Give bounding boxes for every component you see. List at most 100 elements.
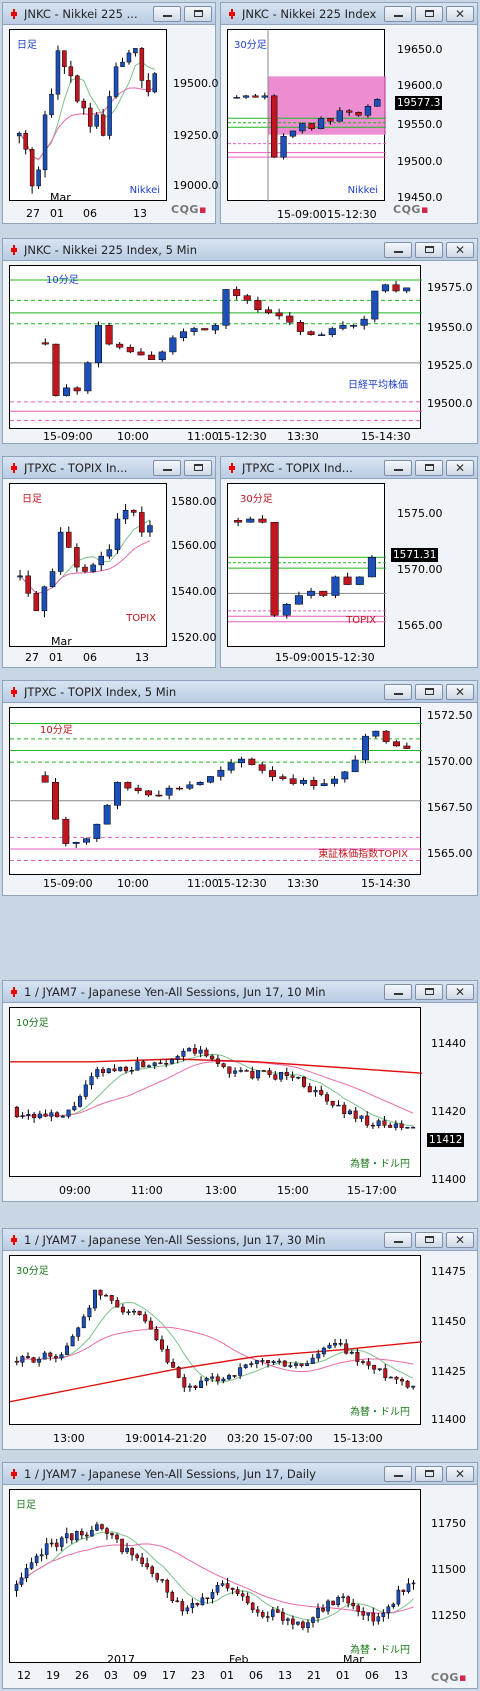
chart-plot[interactable]: 30分足 Nikkei: [227, 29, 386, 202]
symbol-label: Nikkei: [129, 185, 160, 196]
minimize-button[interactable]: [384, 1465, 412, 1482]
maximize-button[interactable]: [415, 683, 443, 700]
title-bar[interactable]: JNKC - Nikkei 225 Index ✕: [221, 3, 477, 25]
candle-up: [286, 1618, 290, 1621]
y-tick: 19500.0: [173, 77, 219, 90]
candle-down: [137, 1310, 142, 1316]
maximize-button[interactable]: [415, 5, 443, 22]
minimize-button[interactable]: [384, 5, 412, 22]
minimize-button[interactable]: [153, 5, 181, 22]
chart-plot[interactable]: 30分足 TOPIX: [227, 483, 386, 647]
chart-plot[interactable]: 日足 Nikkei: [9, 29, 167, 201]
chart-plot[interactable]: 30分足 為替・ドル円: [9, 1255, 422, 1425]
candle-down: [140, 1557, 144, 1564]
maximize-button[interactable]: [415, 983, 443, 1000]
candle-up: [381, 1612, 386, 1617]
title-bar[interactable]: 1 / JYAM7 - Japanese Yen-All Sessions, J…: [3, 1463, 477, 1485]
title-bar[interactable]: JNKC - Nikkei 225 ...: [3, 3, 215, 25]
candle-down: [14, 1360, 19, 1363]
candle-down: [123, 1066, 129, 1072]
close-button[interactable]: ✕: [446, 5, 474, 22]
title-bar[interactable]: 1 / JYAM7 - Japanese Yen-All Sessions, J…: [3, 981, 477, 1003]
close-button[interactable]: ✕: [446, 983, 474, 1000]
minimize-button[interactable]: [153, 459, 181, 476]
candle-down: [75, 75, 80, 102]
candle-down: [360, 1361, 365, 1363]
window-title: JTPXC - TOPIX Ind...: [242, 460, 353, 475]
moving-average-line: [16, 1531, 414, 1622]
yen-10min-window[interactable]: 1 / JYAM7 - Japanese Yen-All Sessions, J…: [2, 980, 478, 1202]
x-tick: 13: [133, 207, 147, 220]
y-tick: 19250.0: [173, 129, 219, 142]
close-button[interactable]: ✕: [446, 1231, 474, 1248]
nikkei-daily-window[interactable]: JNKC - Nikkei 225 ... 日足 Nikkei 19500.0 …: [2, 2, 219, 224]
candle-up: [372, 730, 380, 737]
y-tick: 19600.0: [397, 79, 443, 92]
candle-down: [115, 1534, 119, 1540]
candle-down: [159, 1339, 164, 1350]
maximize-button[interactable]: [415, 1465, 443, 1482]
candle-down: [248, 758, 256, 765]
minimize-button[interactable]: [384, 459, 412, 476]
topix-5min-window[interactable]: JTPXC - TOPIX Index, 5 Min ✕ 10分足 東証株価指数T…: [2, 680, 478, 896]
candle-up: [106, 1068, 111, 1073]
candle-up: [388, 1376, 393, 1379]
candle-up: [118, 1066, 123, 1072]
candle-down: [230, 1587, 235, 1590]
x-tick: 11:00: [187, 430, 219, 443]
maximize-button[interactable]: [415, 241, 443, 258]
topix-30min-window[interactable]: JTPXC - TOPIX Ind... ✕ 30分足 TOPIX 1575.00…: [220, 456, 478, 668]
candle-up: [95, 1524, 99, 1531]
candle-up: [49, 1542, 54, 1545]
title-bar[interactable]: JNKC - Nikkei 225 Index, 5 Min ✕: [3, 239, 477, 261]
close-button[interactable]: ✕: [446, 241, 474, 258]
maximize-button[interactable]: [184, 459, 212, 476]
candle-down: [65, 531, 72, 548]
chart-plot[interactable]: 10分足 日経平均株価: [9, 265, 422, 429]
minimize-button[interactable]: [384, 683, 412, 700]
minimize-button[interactable]: [384, 241, 412, 258]
chart-plot[interactable]: 10分足 東証株価指数TOPIX: [9, 707, 422, 875]
maximize-button[interactable]: [184, 5, 212, 22]
candle-up: [376, 1120, 381, 1126]
close-button[interactable]: ✕: [446, 683, 474, 700]
candle-down: [346, 110, 353, 113]
candle-down: [383, 1368, 388, 1379]
title-bar[interactable]: JTPXC - TOPIX In...: [3, 457, 215, 479]
candle-up: [362, 735, 369, 761]
candle-up: [227, 762, 235, 771]
candle-down: [155, 794, 163, 797]
yen-daily-window[interactable]: 1 / JYAM7 - Japanese Yen-All Sessions, J…: [2, 1462, 478, 1689]
candle-down: [240, 1593, 245, 1597]
timeframe-label: 日足: [17, 40, 37, 51]
minimize-button[interactable]: [384, 1231, 412, 1248]
x-tick: 13: [394, 1669, 408, 1682]
x-tick: 19: [46, 1669, 60, 1682]
topix-daily-window[interactable]: JTPXC - TOPIX In... 日足 TOPIX 1580.00 156…: [2, 456, 217, 668]
nikkei-5min-window[interactable]: JNKC - Nikkei 225 Index, 5 Min ✕ 10分足 日経平…: [2, 238, 478, 444]
maximize-button[interactable]: [415, 1231, 443, 1248]
x-tick: 15-14:30: [361, 430, 411, 443]
close-button[interactable]: ✕: [446, 459, 474, 476]
minimize-button[interactable]: [384, 983, 412, 1000]
title-bar[interactable]: JTPXC - TOPIX Ind... ✕: [221, 457, 477, 479]
nikkei-30min-window[interactable]: JNKC - Nikkei 225 Index ✕ 30分足 Nikkei 196…: [220, 2, 478, 224]
candle-up: [179, 331, 188, 339]
candle-down: [115, 1300, 120, 1308]
chart-plot[interactable]: 10分足 為替・ドル円: [9, 1007, 422, 1177]
close-button[interactable]: ✕: [446, 1465, 474, 1482]
candle-down: [87, 107, 93, 127]
candle-up: [326, 1600, 330, 1612]
candle-down: [400, 1379, 405, 1382]
candle-up: [277, 1360, 282, 1363]
candle-down: [244, 1070, 249, 1072]
chart-plot[interactable]: 日足 為替・ドル円: [9, 1489, 421, 1663]
maximize-button[interactable]: [415, 459, 443, 476]
title-bar[interactable]: JTPXC - TOPIX Index, 5 Min ✕: [3, 681, 477, 703]
candle-up: [210, 1592, 215, 1599]
candle-down: [105, 1528, 109, 1534]
chart-plot[interactable]: 日足 TOPIX: [9, 483, 167, 647]
candle-down: [146, 80, 151, 93]
title-bar[interactable]: 1 / JYAM7 - Japanese Yen-All Sessions, J…: [3, 1229, 477, 1251]
yen-30min-window[interactable]: 1 / JYAM7 - Japanese Yen-All Sessions, J…: [2, 1228, 478, 1450]
